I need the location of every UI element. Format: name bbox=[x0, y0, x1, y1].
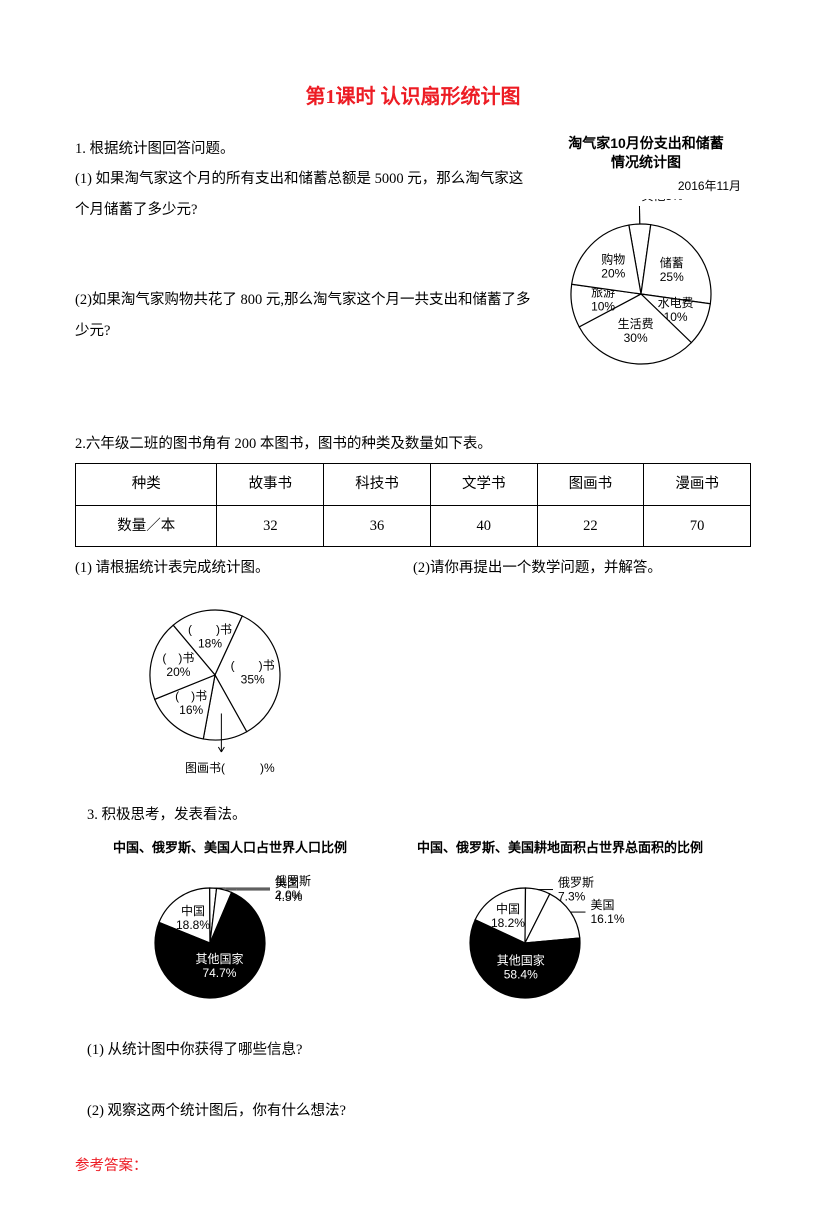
svg-text:20%: 20% bbox=[166, 665, 190, 679]
table-cell: 数量／本 bbox=[76, 505, 217, 546]
table-header: 种类 bbox=[76, 464, 217, 505]
q3b-pie-chart: 中国18.2% 俄罗斯7.3% 美国16.1% 其他国家58.4% bbox=[415, 865, 705, 1015]
svg-text:( )书: ( )书 bbox=[231, 658, 275, 672]
svg-text:7.3%: 7.3% bbox=[558, 890, 586, 904]
svg-text:16%: 16% bbox=[179, 703, 203, 717]
svg-text:中国: 中国 bbox=[496, 901, 520, 916]
q2-intro: 2.六年级二班的图书角有 200 本图书，图书的种类及数量如下表。 bbox=[75, 429, 751, 459]
svg-text:其他国家: 其他国家 bbox=[497, 953, 545, 968]
svg-text:美国: 美国 bbox=[275, 876, 299, 890]
svg-text:10%: 10% bbox=[591, 300, 615, 314]
table-cell: 40 bbox=[430, 505, 537, 546]
svg-text:( )书: ( )书 bbox=[162, 651, 194, 665]
svg-text:( )书: ( )书 bbox=[188, 622, 232, 636]
svg-text:俄罗斯: 俄罗斯 bbox=[558, 876, 594, 890]
table-cell: 22 bbox=[537, 505, 644, 546]
q2-table: 种类故事书科技书文学书图画书漫画书 数量／本3236402270 bbox=[75, 463, 751, 547]
table-cell: 32 bbox=[217, 505, 324, 546]
svg-text:25%: 25% bbox=[660, 270, 684, 284]
q2-sub2: (2)请你再提出一个数学问题，并解答。 bbox=[413, 553, 751, 583]
answers-label: 参考答案： bbox=[75, 1151, 751, 1181]
table-header: 故事书 bbox=[217, 464, 324, 505]
svg-text:18%: 18% bbox=[198, 636, 222, 650]
q2-pie-chart: ( )书18%( )书35%图画书( )%( )书16%( )书20% bbox=[115, 590, 325, 790]
svg-text:35%: 35% bbox=[241, 672, 265, 686]
svg-text:图画书(: 图画书( bbox=[185, 761, 237, 775]
q2-sub1: (1) 请根据统计表完成统计图。 bbox=[75, 553, 413, 583]
svg-text:4.5%: 4.5% bbox=[275, 890, 303, 904]
svg-text:生活费: 生活费 bbox=[618, 317, 654, 331]
q1-chart-date: 2016年11月 bbox=[541, 174, 751, 199]
svg-text:其他国家: 其他国家 bbox=[195, 951, 243, 966]
table-cell: 70 bbox=[644, 505, 751, 546]
svg-text:购物: 购物 bbox=[601, 251, 625, 266]
q1-p1: (1) 如果淘气家这个月的所有支出和储蓄总额是 5000 元，那么淘气家这个月储… bbox=[75, 164, 533, 225]
page-title: 第1课时 认识扇形统计图 bbox=[75, 80, 751, 109]
table-header: 图画书 bbox=[537, 464, 644, 505]
table-header: 文学书 bbox=[430, 464, 537, 505]
table-header: 科技书 bbox=[324, 464, 431, 505]
svg-text:18.2%: 18.2% bbox=[491, 916, 525, 930]
svg-text:16.1%: 16.1% bbox=[590, 913, 624, 927]
q1-chart-title-1: 淘气家10月份支出和储蓄 bbox=[541, 134, 751, 153]
q3b-title: 中国、俄罗斯、美国耕地面积占世界总面积的比例 bbox=[415, 834, 705, 861]
svg-text:30%: 30% bbox=[624, 331, 648, 345]
svg-text:水电费: 水电费 bbox=[658, 296, 694, 310]
q1-p2: (2)如果淘气家购物共花了 800 元,那么淘气家这个月一共支出和储蓄了多少元? bbox=[75, 285, 533, 346]
svg-text:)%: )% bbox=[260, 761, 275, 775]
svg-text:18.8%: 18.8% bbox=[176, 918, 210, 932]
q1-pie-chart: 其他5%储蓄25%水电费10%生活费30%旅游10%购物20% bbox=[541, 199, 751, 379]
q3a-pie-chart: 中国18.8%俄罗斯2.0%美国4.5%其他国家74.7% bbox=[95, 865, 365, 1015]
svg-text:美国: 美国 bbox=[590, 899, 614, 913]
table-cell: 36 bbox=[324, 505, 431, 546]
table-header: 漫画书 bbox=[644, 464, 751, 505]
svg-text:中国: 中国 bbox=[181, 903, 205, 918]
svg-text:其他5%: 其他5% bbox=[641, 199, 683, 203]
q3-intro: 3. 积极思考，发表看法。 bbox=[75, 800, 751, 830]
q3-p2: (2) 观察这两个统计图后，你有什么想法? bbox=[75, 1096, 751, 1126]
q3-p1: (1) 从统计图中你获得了哪些信息? bbox=[75, 1035, 751, 1065]
q3a-title: 中国、俄罗斯、美国人口占世界人口比例 bbox=[95, 834, 365, 861]
svg-text:( )书: ( )书 bbox=[175, 689, 207, 703]
svg-text:储蓄: 储蓄 bbox=[660, 255, 684, 270]
svg-text:20%: 20% bbox=[601, 266, 625, 280]
q1-chart-title-2: 情况统计图 bbox=[541, 153, 751, 172]
svg-text:58.4%: 58.4% bbox=[504, 968, 538, 982]
q1-intro: 1. 根据统计图回答问题。 bbox=[75, 134, 533, 164]
svg-text:74.7%: 74.7% bbox=[202, 966, 236, 980]
